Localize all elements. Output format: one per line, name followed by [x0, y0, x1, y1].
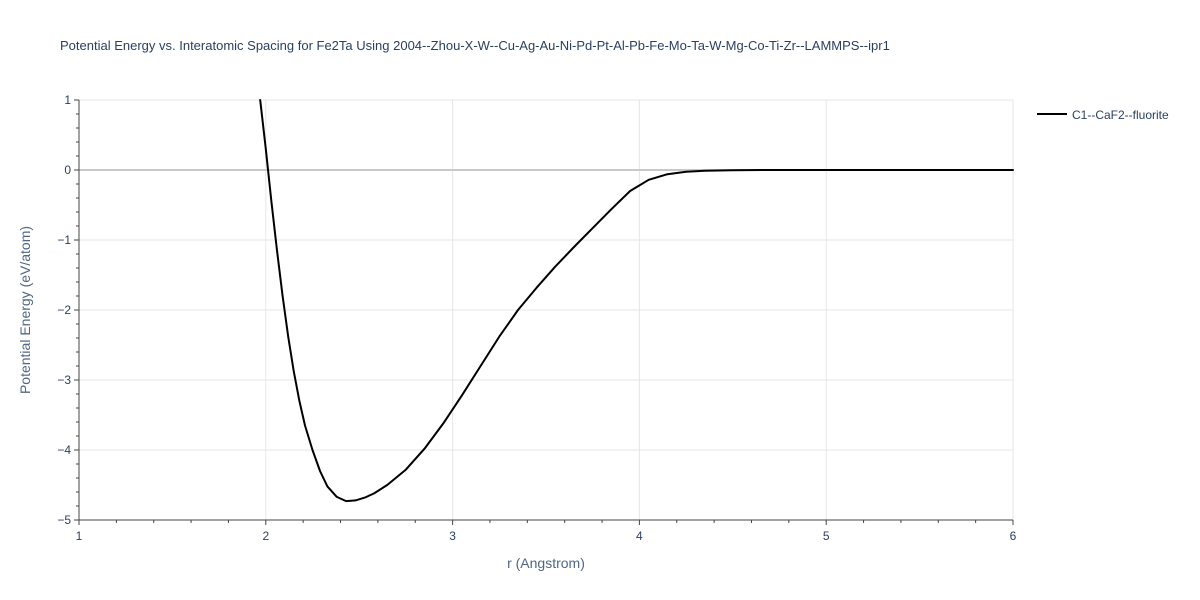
y-tick-label: −3 — [57, 373, 71, 387]
chart-title: Potential Energy vs. Interatomic Spacing… — [60, 38, 890, 53]
y-axis-label: Potential Energy (eV/atom) — [17, 226, 33, 394]
y-tick-label: −1 — [57, 233, 71, 247]
x-tick-label: 1 — [76, 529, 83, 543]
legend-label: C1--CaF2--fluorite — [1072, 108, 1169, 122]
x-tick-label: 6 — [1010, 529, 1017, 543]
y-tick-label: 1 — [64, 93, 71, 107]
legend[interactable]: C1--CaF2--fluorite — [1037, 108, 1169, 122]
x-axis-label: r (Angstrom) — [507, 555, 585, 571]
y-tick-label: −4 — [57, 443, 71, 457]
x-tick-label: 2 — [262, 529, 269, 543]
series-line — [259, 99, 1014, 503]
y-tick-label: −5 — [57, 513, 71, 527]
axes: 1 2 3 4 5 6 1 0 −1 −2 −3 −4 −5 — [57, 93, 1016, 543]
x-tick-label: 5 — [823, 529, 830, 543]
x-tick-label: 3 — [449, 529, 456, 543]
y-tick-label: 0 — [64, 163, 71, 177]
series-layer — [259, 99, 1014, 503]
grid — [79, 99, 1014, 520]
x-tick-label: 4 — [636, 529, 643, 543]
y-tick-label: −2 — [57, 303, 71, 317]
